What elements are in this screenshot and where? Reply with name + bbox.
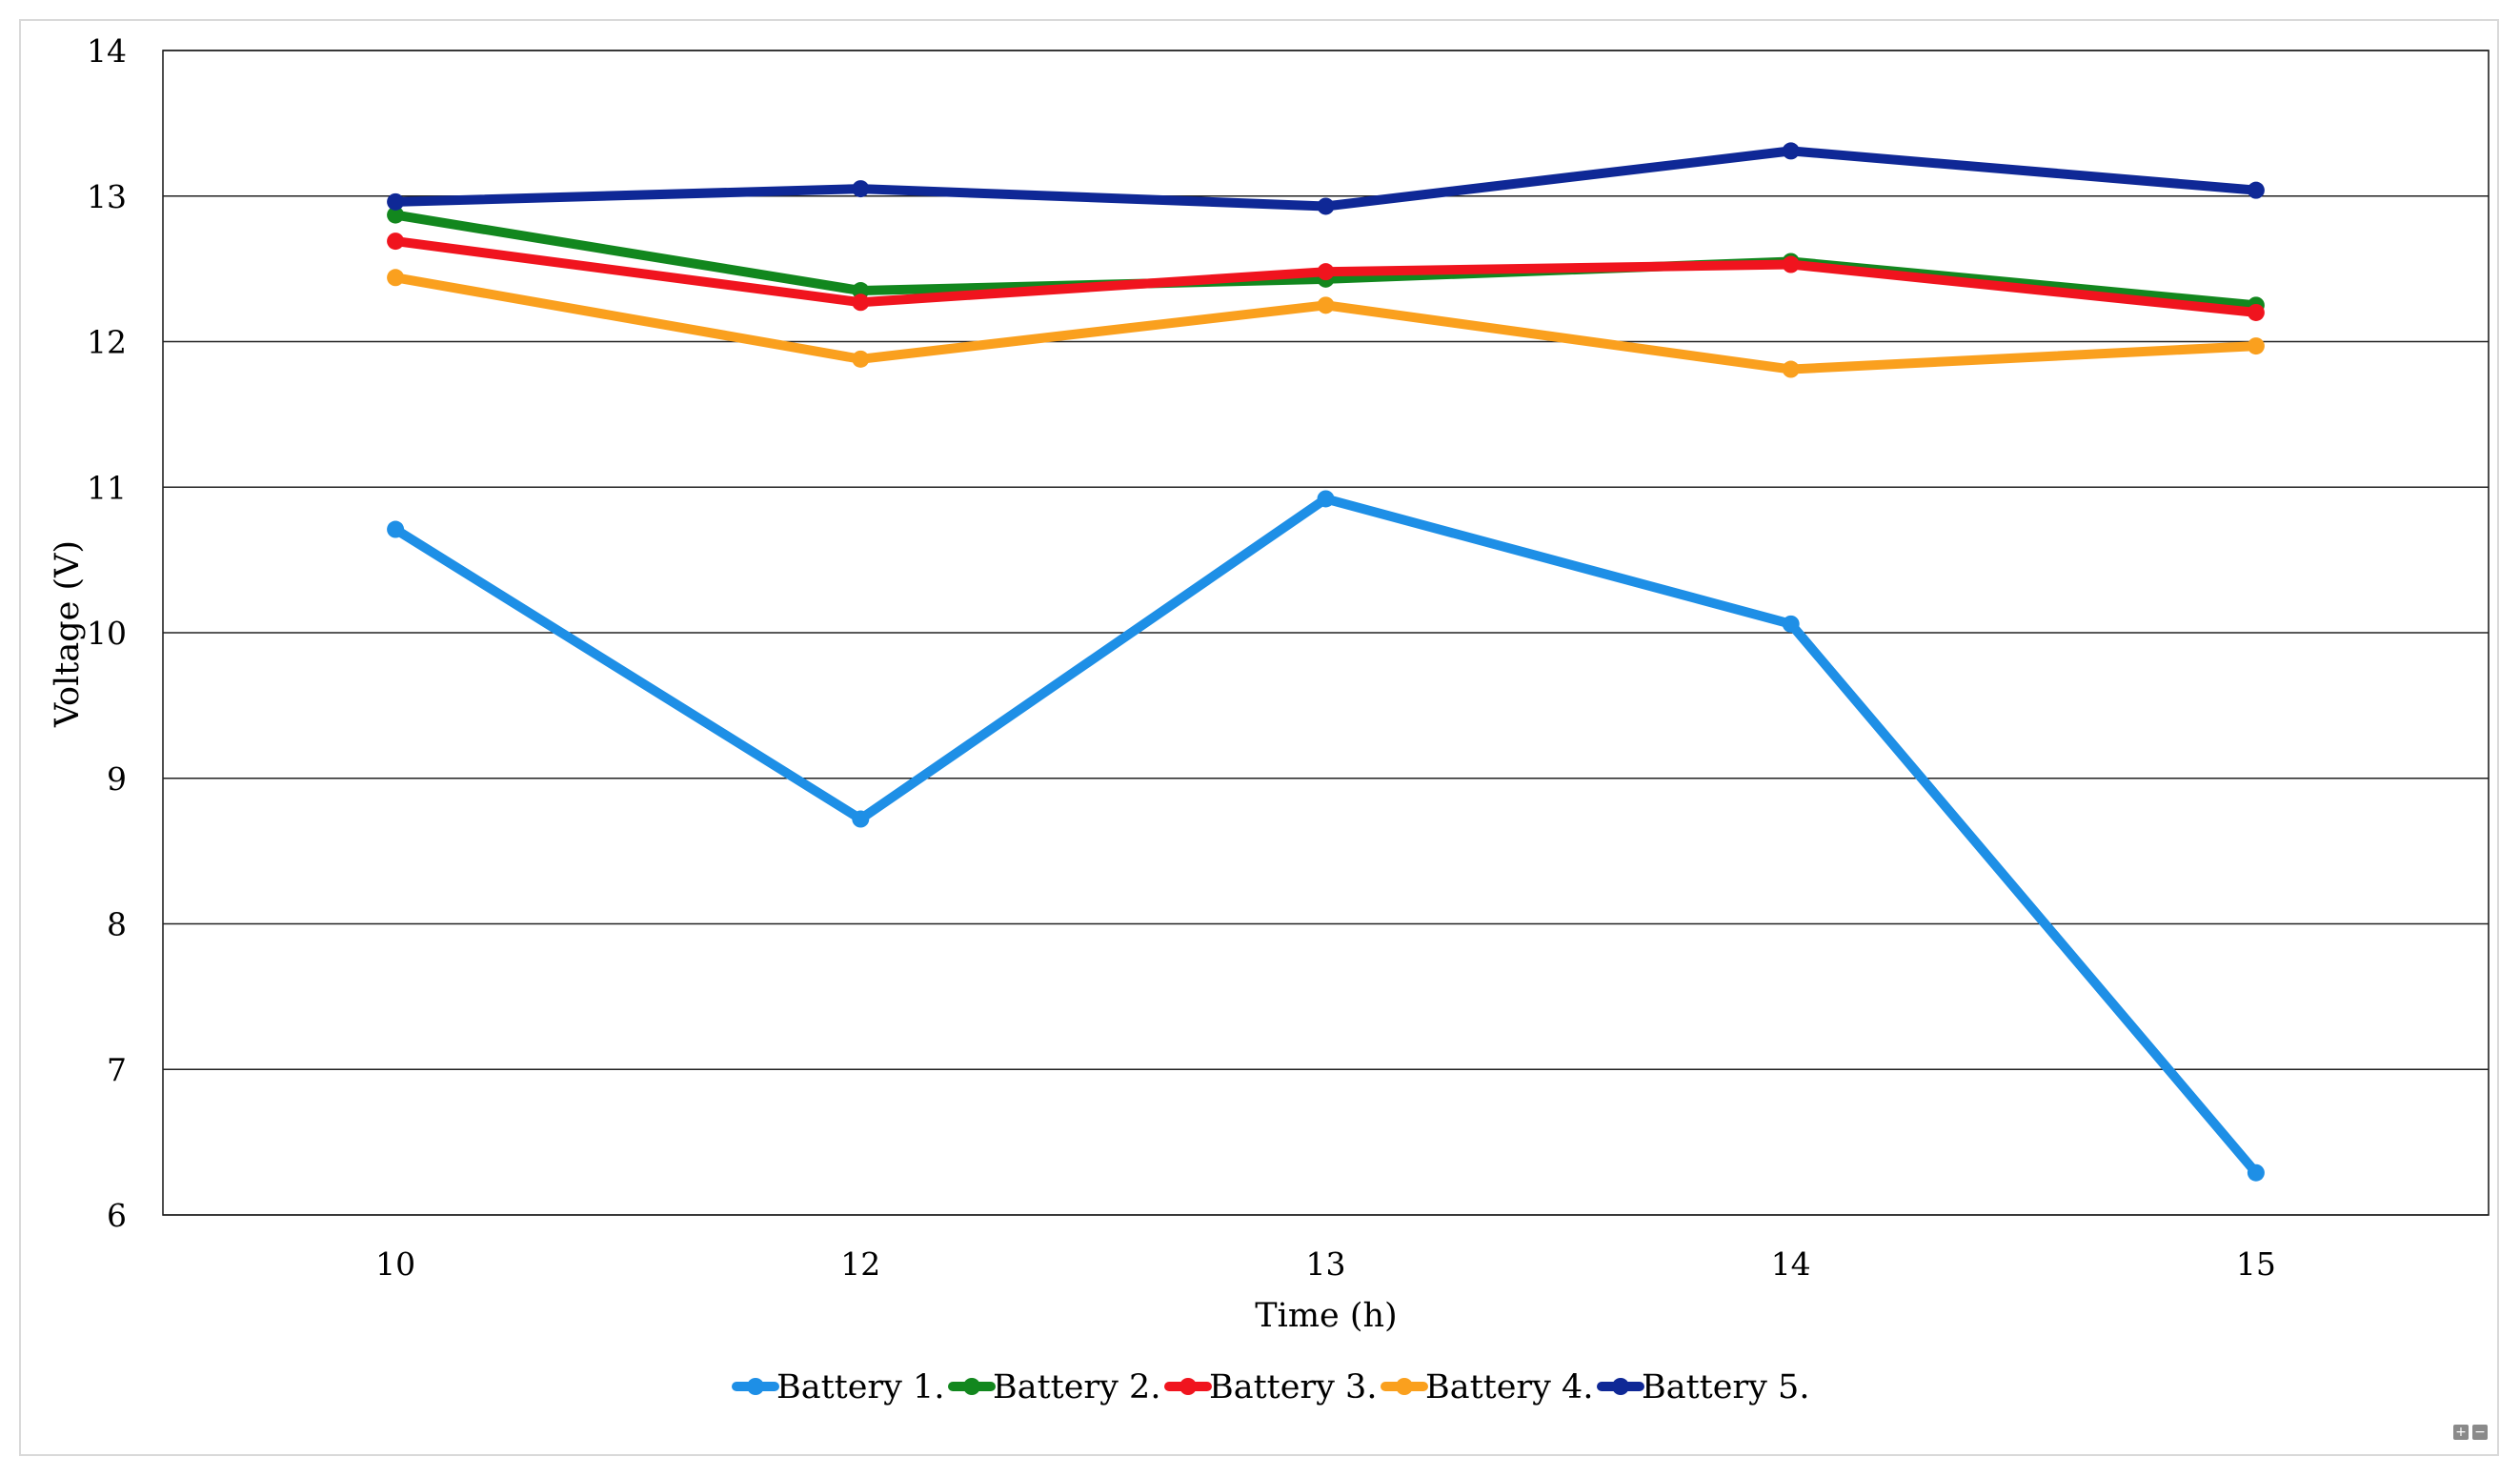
legend-label: Battery 3. [1209, 1368, 1377, 1406]
zoom-out-button[interactable]: − [2472, 1425, 2488, 1440]
data-point [852, 810, 870, 828]
y-tick-label: 8 [107, 906, 127, 943]
data-point [852, 293, 870, 312]
x-tick-label: 12 [840, 1245, 880, 1283]
data-point [1317, 197, 1335, 215]
y-tick-label: 9 [107, 760, 127, 798]
series-lines [387, 142, 2265, 1182]
data-point [1782, 360, 1800, 378]
data-point [387, 192, 405, 211]
legend-label: Battery 1. [776, 1368, 944, 1406]
series-5 [387, 142, 2265, 215]
series-1 [387, 490, 2265, 1182]
y-tick-label: 13 [87, 178, 127, 215]
y-tick-label: 6 [107, 1197, 127, 1234]
series-3 [387, 233, 2265, 321]
data-point [387, 233, 405, 251]
x-tick-label: 10 [375, 1245, 415, 1283]
data-point [2247, 303, 2265, 321]
legend-swatch-marker [963, 1378, 980, 1395]
zoom-in-button[interactable]: + [2453, 1425, 2469, 1440]
data-point [2247, 1163, 2265, 1182]
legend-swatch-marker [1396, 1378, 1413, 1395]
data-point [2247, 181, 2265, 199]
chart-frame [19, 19, 2499, 1456]
data-point [1317, 490, 1335, 508]
y-tick-label: 7 [107, 1051, 127, 1088]
y-tick-label: 14 [87, 32, 127, 70]
gridlines [162, 50, 2490, 1216]
data-point [852, 350, 870, 368]
data-point [387, 206, 405, 224]
y-axis-ticks: 6 7 8 9 10 11 12 13 14 [87, 32, 127, 1234]
data-point [852, 180, 870, 198]
x-axis-title: Time (h) [1255, 1297, 1397, 1335]
data-point [1317, 296, 1335, 314]
series-line-4 [391, 273, 2261, 374]
zoom-controls: + − [2453, 1425, 2488, 1440]
y-axis-title: Voltage (V) [49, 540, 87, 728]
data-point [2247, 337, 2265, 355]
series-4 [387, 269, 2265, 378]
data-point [1782, 142, 1800, 160]
legend-label: Battery 5. [1642, 1368, 1809, 1406]
legend-swatch-marker [1612, 1378, 1629, 1395]
y-tick-label: 11 [87, 469, 127, 506]
x-axis-ticks: 10 12 13 14 15 [375, 1245, 2276, 1283]
x-tick-label: 14 [1771, 1245, 1811, 1283]
data-point [1782, 255, 1800, 273]
x-tick-label: 15 [2236, 1245, 2276, 1283]
legend-label: Battery 2. [993, 1368, 1160, 1406]
legend-swatch-marker [1179, 1378, 1197, 1395]
legend-item-1: Battery 1. [732, 1368, 944, 1406]
legend-item-5: Battery 5. [1597, 1368, 1809, 1406]
data-point [387, 520, 405, 538]
legend-item-2: Battery 2. [948, 1368, 1160, 1406]
data-point [387, 269, 405, 287]
legend-item-3: Battery 3. [1164, 1368, 1377, 1406]
legend: Battery 1. Battery 2. Battery 3. Battery 4.… [732, 1368, 1809, 1406]
data-point [1782, 615, 1800, 633]
legend-swatch-marker [747, 1378, 764, 1395]
legend-item-4: Battery 4. [1381, 1368, 1593, 1406]
y-tick-label: 12 [87, 324, 127, 361]
plot-area-border [162, 50, 2490, 1216]
series-line-1 [391, 494, 2261, 1178]
legend-label: Battery 4. [1425, 1368, 1593, 1406]
y-tick-label: 10 [87, 615, 127, 652]
series-line-2 [391, 210, 2261, 311]
data-point [1317, 263, 1335, 281]
x-tick-label: 13 [1306, 1245, 1346, 1283]
